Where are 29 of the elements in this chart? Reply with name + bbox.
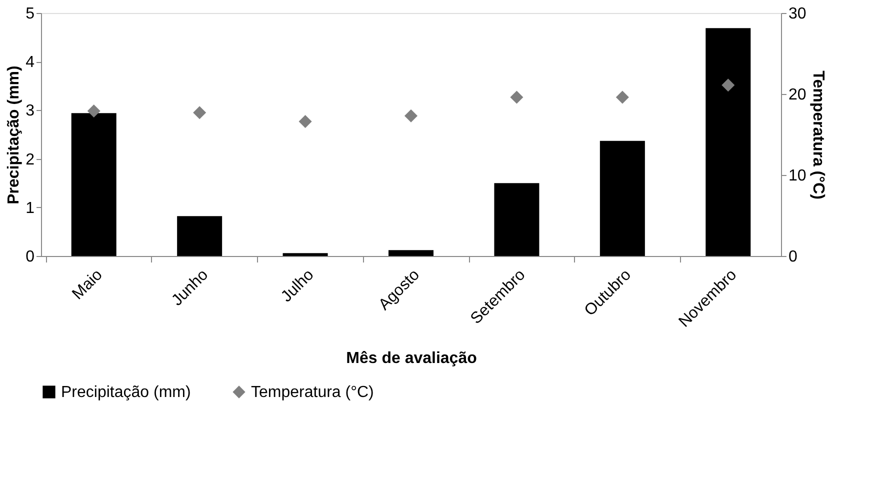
point: [298, 115, 312, 128]
y2-tick-label: 0: [788, 248, 798, 266]
bar: [282, 253, 328, 256]
y-tick-label: 5: [26, 6, 35, 22]
legend-label: Temperatura (°C): [251, 384, 374, 401]
bar: [600, 140, 645, 256]
bar: [177, 216, 222, 256]
point: [722, 78, 735, 92]
y-tick-label: 1: [26, 200, 35, 217]
point: [87, 104, 100, 118]
y-axis-title: Precipitação (mm): [6, 66, 23, 204]
y2-tick-label: 10: [788, 168, 806, 184]
y-tick-label: 4: [26, 54, 35, 72]
x-axis-title: Mês de avaliação: [346, 350, 478, 367]
y-tick-label: 0: [26, 248, 35, 266]
bar: [388, 250, 434, 256]
y2-axis-title: Temperatura (°C): [809, 70, 826, 200]
bar: [494, 183, 540, 256]
point: [193, 106, 206, 120]
y-tick-label: 3: [26, 102, 35, 120]
bar: [71, 113, 116, 256]
point: [404, 109, 418, 122]
y2-tick-label: 30: [788, 6, 806, 22]
y-tick-label: 2: [26, 151, 35, 168]
bar: [706, 28, 751, 256]
point: [616, 90, 629, 104]
y2-tick-label: 20: [788, 86, 806, 104]
legend-label: Precipitação (mm): [61, 384, 191, 401]
point: [510, 90, 524, 104]
